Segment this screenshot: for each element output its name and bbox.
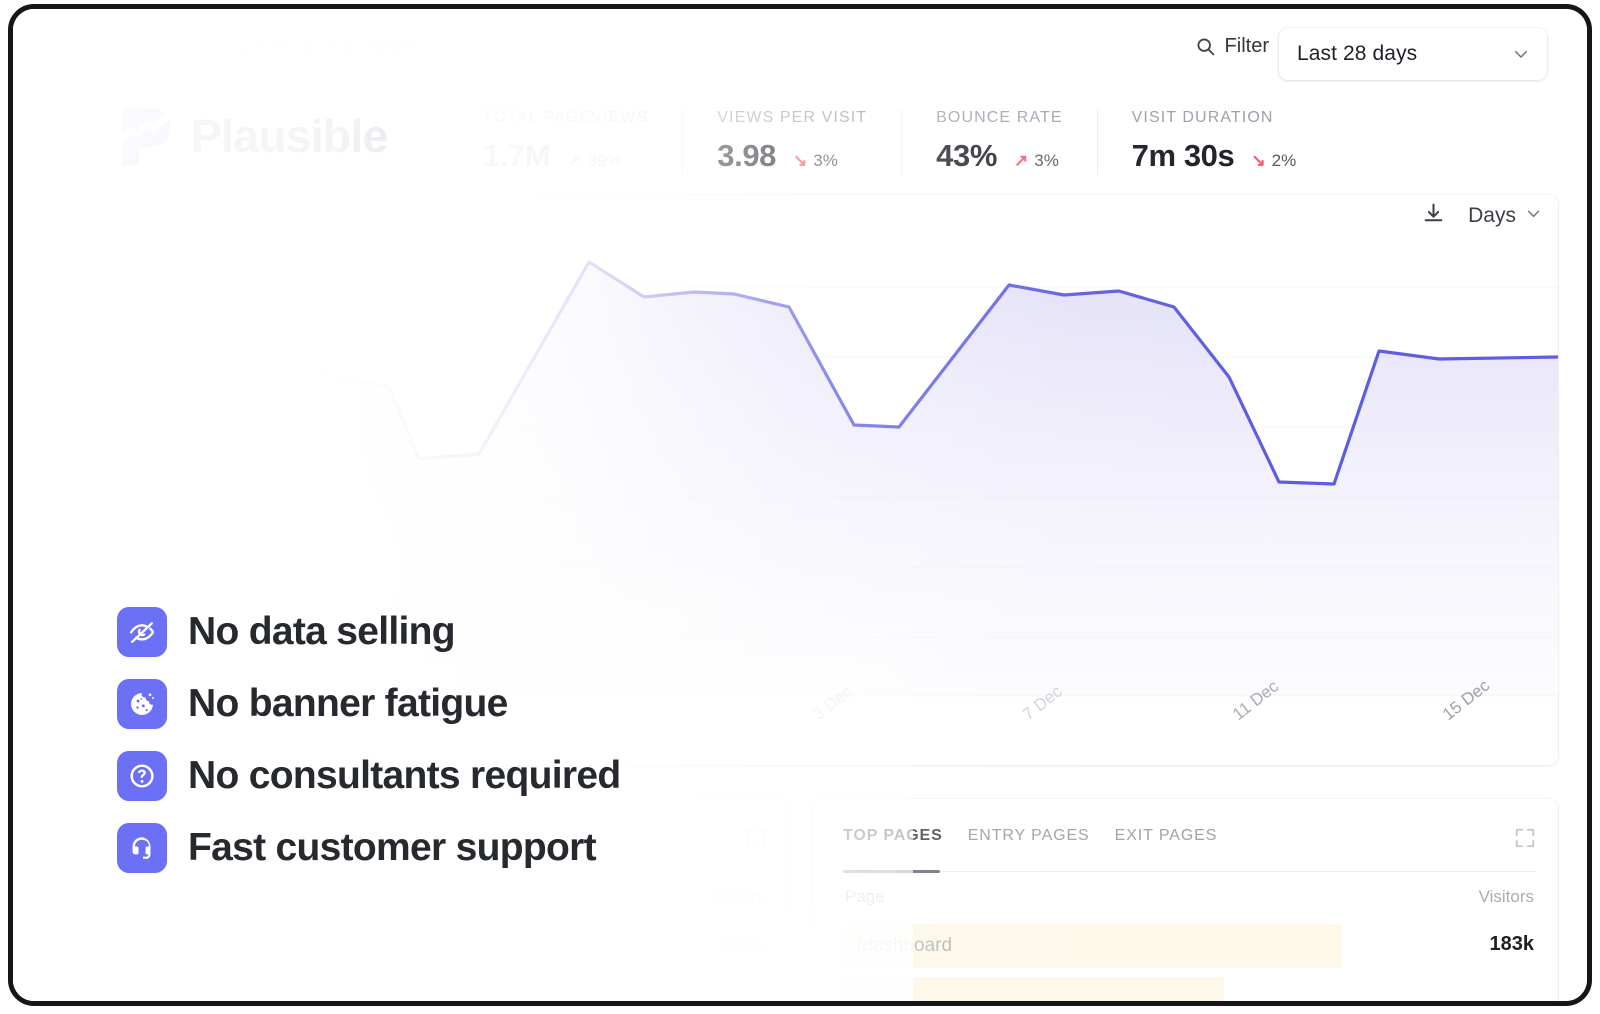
pages-tabs: TOP PAGES ENTRY PAGES EXIT PAGES [843,827,1217,861]
expand-icon[interactable] [745,827,767,854]
feature-no-data-selling: No data selling [117,607,620,657]
stat-value: 43% [936,138,997,173]
column-header-visitors: Visitors [709,887,765,906]
feature-list: No data selling No banner fatigue [117,607,621,873]
arrow-down-icon: ↘ [793,151,808,170]
stat-bounce-rate[interactable]: BOUNCE RATE 43% ↗ 3% [936,109,1098,175]
row-visitors: 227k [720,933,766,955]
stat-change-value: 39% [587,150,622,170]
feature-label: No consultants required [188,753,621,797]
chevron-down-icon [1512,45,1530,63]
feature-no-consultants-required: No consultants required [117,751,621,801]
feature-label: No banner fatigue [188,681,508,725]
stats-row: TOTAL PAGEVIEWS 1.7M ↗ 39% VIEWS PER VIS… [483,109,1364,181]
plausible-wordmark: Plausible [191,110,388,162]
brand-and-stats-row: Plausible % TOTAL PAGEVIEWS 1.7M ↗ 39% V… [13,97,1587,264]
stat-label: VISIT DURATION [1131,109,1274,126]
table-row[interactable]: 227k [139,924,767,968]
dashboard-screen: 129 current visitors Filter Last 28 days [13,9,1587,1001]
stat-change: ↗ 3% [1014,151,1059,171]
current-visitors-indicator: 129 current visitors [238,37,419,59]
arrow-down-icon: ↘ [1251,151,1266,170]
live-dot-icon [238,43,247,53]
column-header-page: Page [845,887,885,906]
tab-entry-pages[interactable]: ENTRY PAGES [967,827,1090,844]
top-pages-card: TOP PAGES ENTRY PAGES EXIT PAGES Page Vi… [813,799,1558,1001]
row-bar [843,977,1225,1001]
stat-change-value: 3% [1034,150,1059,170]
stat-change: ↘ 2% [1251,151,1296,171]
tab-top-pages[interactable]: TOP PAGES [843,827,943,844]
plausible-logo[interactable]: Plausible [117,105,388,167]
stat-label: BOUNCE RATE [936,109,1063,126]
stat-label: TOTAL PAGEVIEWS [483,109,649,126]
stat-value: 1.7M [483,138,551,173]
feature-fast-customer-support: Fast customer support [117,823,620,873]
arrow-up-icon: ↗ [567,151,582,170]
eye-off-icon [117,607,167,657]
tabs-underline [843,870,1536,873]
stat-change-value: 2% [1271,150,1297,170]
feature-no-banner-fatigue: No banner fatigue [117,679,620,729]
stat-value: 7m 30s [1131,138,1235,173]
stat-views-per-visit[interactable]: VIEWS PER VISIT 3.98 ↘ 3% [717,109,903,175]
filter-button[interactable]: Filter [1195,35,1269,58]
row-page: /dashboard [857,935,953,956]
headset-icon [117,823,167,873]
stat-visit-duration[interactable]: VISIT DURATION 7m 30s ↘ 2% [1132,109,1331,175]
tab-exit-pages[interactable]: EXIT PAGES [1114,827,1218,844]
plausible-logo-icon [117,105,174,167]
feature-label: No data selling [188,609,456,653]
column-header-visitors: Visitors [1478,887,1534,906]
expand-icon[interactable] [1514,827,1536,854]
cookie-icon [117,679,167,729]
stat-label: VIEWS PER VISIT [717,109,868,126]
table-row[interactable] [843,977,1536,1001]
filter-label: Filter [1224,35,1269,57]
device-frame: 129 current visitors Filter Last 28 days [8,4,1592,1006]
interval-selector[interactable]: Days [1468,204,1542,228]
interval-label: Days [1468,204,1516,227]
top-bar: 129 current visitors Filter Last 28 days [13,9,1587,95]
current-visitors-label: 129 current visitors [256,37,419,58]
search-icon [1195,36,1216,57]
stat-change: ↘ 3% [793,151,838,171]
stat-total-pageviews[interactable]: TOTAL PAGEVIEWS 1.7M ↗ 39% [483,109,684,175]
chevron-down-icon [1525,204,1542,228]
row-visitors: 183k [1489,933,1535,955]
question-icon [117,751,167,801]
stat-change-value: 3% [813,150,838,170]
table-row[interactable]: /dashboard 183k [843,924,1536,968]
date-range-selector[interactable]: Last 28 days [1279,28,1547,80]
stat-value: 3.98 [717,138,777,173]
feature-label: Fast customer support [188,825,597,869]
date-range-value: Last 28 days [1297,42,1418,65]
download-icon[interactable] [1421,201,1446,231]
stat-change: ↗ 39% [567,151,621,171]
chart-toolbar: Days [1421,201,1542,231]
arrow-up-icon: ↗ [1014,151,1029,170]
